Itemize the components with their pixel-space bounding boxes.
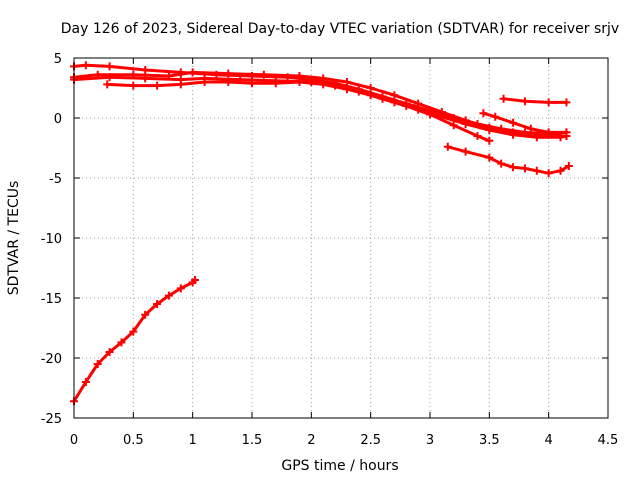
data-series-3 bbox=[70, 68, 571, 140]
data-point bbox=[562, 98, 571, 107]
grid bbox=[74, 58, 608, 418]
series-line bbox=[502, 97, 568, 104]
data-point bbox=[532, 133, 541, 142]
data-point bbox=[499, 94, 508, 103]
data-point bbox=[520, 164, 529, 173]
data-point bbox=[93, 360, 102, 368]
data-point bbox=[129, 327, 138, 336]
data-point bbox=[259, 70, 268, 79]
data-point bbox=[81, 61, 90, 70]
data-point bbox=[390, 98, 399, 107]
data-point bbox=[479, 109, 488, 118]
data-point bbox=[200, 78, 209, 86]
data-point bbox=[105, 73, 114, 82]
data-point bbox=[141, 66, 150, 74]
data-point bbox=[509, 130, 518, 139]
data-point bbox=[141, 74, 150, 83]
x-tick-label: 2.5 bbox=[360, 433, 381, 448]
data-point bbox=[295, 78, 304, 86]
data-point bbox=[437, 112, 446, 121]
data-point bbox=[461, 120, 470, 128]
data-point bbox=[485, 126, 494, 134]
data-series-7 bbox=[443, 142, 573, 178]
data-point bbox=[414, 105, 423, 114]
data-point bbox=[105, 348, 114, 356]
data-point bbox=[248, 79, 256, 88]
data-point bbox=[153, 81, 162, 90]
data-point bbox=[342, 85, 351, 94]
data-point bbox=[81, 378, 90, 386]
x-tick-label: 1 bbox=[189, 433, 197, 448]
data-point bbox=[544, 169, 553, 178]
data-point bbox=[544, 98, 553, 107]
data-point bbox=[564, 162, 573, 170]
data-point bbox=[509, 163, 518, 172]
data-series-6 bbox=[499, 94, 571, 107]
data-point bbox=[224, 78, 233, 86]
y-tick-label: -20 bbox=[41, 352, 62, 367]
y-tick-label: -25 bbox=[41, 412, 62, 427]
data-series-1 bbox=[70, 276, 200, 406]
data-point bbox=[509, 118, 518, 127]
data-point bbox=[188, 68, 197, 77]
data-point bbox=[164, 291, 173, 300]
y-tick-label: -5 bbox=[49, 172, 62, 187]
x-axis-label: GPS time / hours bbox=[281, 458, 398, 474]
y-tick-label: 5 bbox=[54, 52, 62, 67]
chart-title: Day 126 of 2023, Sidereal Day-to-day VTE… bbox=[61, 21, 619, 37]
x-tick-label: 2 bbox=[307, 433, 315, 448]
y-tick-label: -15 bbox=[41, 292, 62, 307]
data-point bbox=[117, 338, 126, 347]
x-tick-label: 4.5 bbox=[598, 433, 619, 448]
data-point bbox=[141, 310, 150, 319]
data-point bbox=[562, 128, 571, 137]
y-tick-label: -10 bbox=[41, 232, 62, 247]
data-point bbox=[449, 121, 458, 130]
y-tick-label: 0 bbox=[54, 112, 62, 127]
data-point bbox=[271, 79, 280, 88]
data-point bbox=[520, 97, 529, 106]
series-line bbox=[446, 145, 571, 175]
data-point bbox=[319, 80, 328, 89]
data-point bbox=[485, 153, 494, 162]
x-tick-label: 3.5 bbox=[479, 433, 500, 448]
y-axis-ticks: 5 0 -5 -10 -15 -20 -25 bbox=[41, 52, 608, 427]
data-point bbox=[473, 132, 482, 140]
data-point bbox=[485, 136, 494, 145]
data-point bbox=[191, 276, 200, 284]
data-point bbox=[366, 91, 375, 100]
data-series bbox=[70, 61, 573, 406]
x-tick-label: 0 bbox=[70, 433, 78, 448]
data-point bbox=[153, 300, 162, 308]
data-series-8 bbox=[479, 109, 571, 137]
data-point bbox=[176, 80, 185, 89]
data-point bbox=[103, 80, 112, 89]
data-point bbox=[342, 78, 351, 86]
x-tick-label: 1.5 bbox=[242, 433, 263, 448]
data-series-5 bbox=[103, 78, 571, 142]
data-point bbox=[532, 166, 541, 175]
data-point bbox=[556, 133, 565, 142]
data-series-2 bbox=[70, 61, 571, 138]
data-point bbox=[224, 69, 233, 78]
data-point bbox=[176, 284, 185, 293]
data-point bbox=[491, 112, 500, 121]
data-point bbox=[497, 159, 506, 168]
data-point bbox=[443, 142, 452, 151]
x-tick-label: 3 bbox=[426, 433, 434, 448]
data-point bbox=[105, 62, 114, 71]
data-point bbox=[556, 166, 565, 175]
x-tick-label: 4 bbox=[545, 433, 553, 448]
x-axis-ticks: 0 0.5 1 1.5 2 2.5 3 3.5 4 4.5 bbox=[70, 58, 618, 448]
data-point bbox=[129, 81, 138, 90]
data-point bbox=[526, 124, 535, 133]
data-point bbox=[390, 91, 399, 100]
data-point bbox=[544, 128, 553, 137]
data-point bbox=[461, 147, 470, 156]
x-tick-label: 0.5 bbox=[123, 433, 144, 448]
y-axis-label: SDTVAR / TECUs bbox=[6, 181, 22, 296]
data-point bbox=[366, 84, 375, 92]
